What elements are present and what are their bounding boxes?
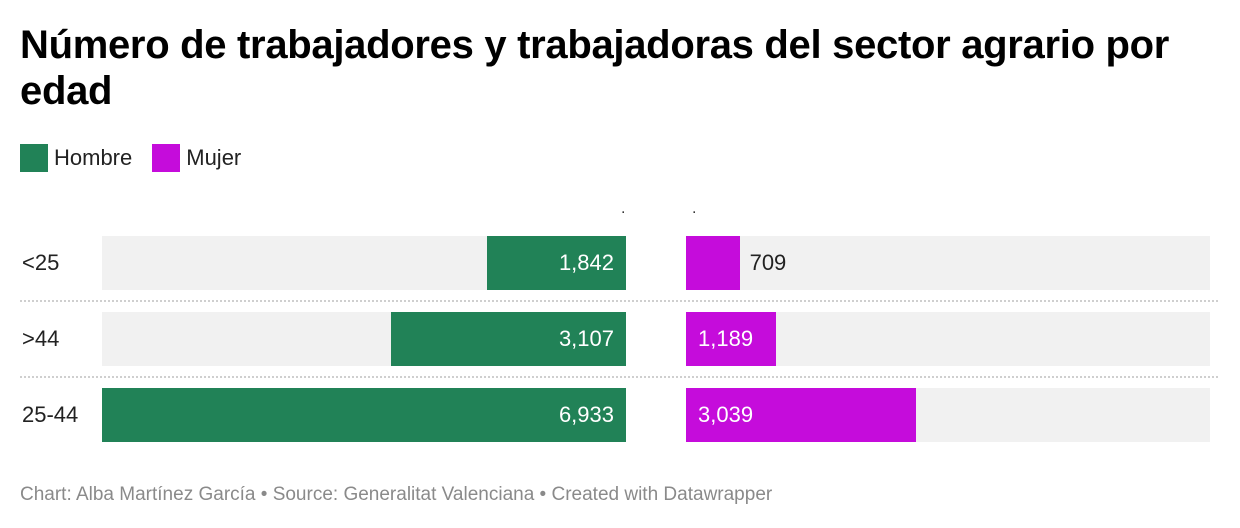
data-label-hombre: 3,107 bbox=[558, 326, 614, 351]
category-label: <25 bbox=[22, 250, 60, 275]
legend-swatch-hombre bbox=[20, 144, 48, 172]
data-label-mujer: 3,039 bbox=[698, 402, 754, 427]
bar-hombre bbox=[486, 236, 626, 290]
column-marker-hombre: . bbox=[621, 200, 626, 217]
legend-label-hombre: Hombre bbox=[54, 145, 133, 170]
chart-row: 25-44 6,933 3,039 bbox=[0, 388, 1240, 442]
legend-item-hombre: Hombre bbox=[20, 144, 132, 172]
data-label-mujer: 1,189 bbox=[698, 326, 754, 351]
bar-mujer bbox=[686, 236, 740, 290]
chart-row: <25 1,842 709 bbox=[0, 236, 1240, 290]
bar-hombre bbox=[102, 388, 626, 442]
legend-swatch-mujer bbox=[152, 144, 181, 172]
legend-item-mujer: Mujer bbox=[152, 144, 241, 172]
bar-hombre bbox=[391, 312, 626, 366]
chart-row: >44 3,107 1,189 bbox=[0, 312, 1240, 366]
bar-track-mujer bbox=[686, 236, 1210, 290]
chart-footer: Chart: Alba Martínez García • Source: Ge… bbox=[20, 484, 773, 505]
bar-mujer bbox=[686, 312, 776, 366]
data-label-mujer: 709 bbox=[749, 250, 787, 275]
bar-mujer bbox=[686, 388, 916, 442]
category-label: >44 bbox=[22, 326, 60, 351]
chart-title: Número de trabajadores y trabajadoras de… bbox=[20, 23, 1170, 113]
row-separator bbox=[20, 376, 1218, 378]
data-label-hombre: 6,933 bbox=[558, 402, 614, 427]
row-separator bbox=[20, 300, 1218, 302]
column-marker-mujer: . bbox=[692, 200, 697, 217]
legend: Hombre Mujer bbox=[20, 144, 261, 172]
legend-label-mujer: Mujer bbox=[186, 145, 242, 170]
data-label-hombre: 1,842 bbox=[558, 250, 614, 275]
category-label: 25-44 bbox=[22, 402, 79, 427]
